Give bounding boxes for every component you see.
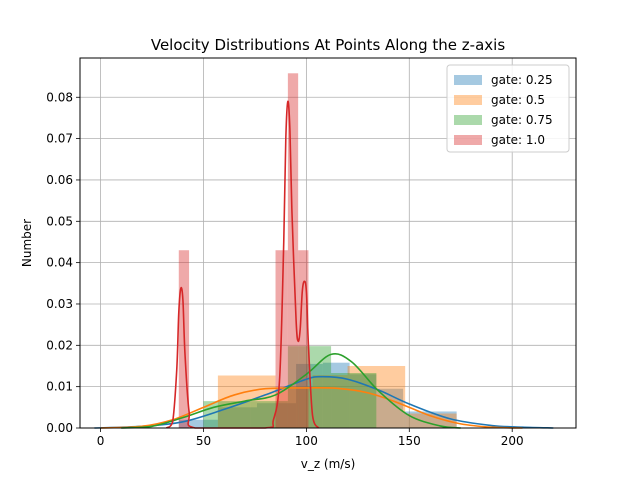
density-curve [94, 375, 554, 429]
histogram-bar [275, 388, 313, 428]
histogram-bar [203, 401, 251, 428]
density-curve [165, 100, 320, 429]
legend-label: gate: 0.75 [491, 113, 553, 127]
histogram-bar [250, 401, 288, 428]
histogram-bar [298, 250, 309, 428]
y-axis-label: Number [20, 219, 34, 267]
x-tick-label: 150 [398, 434, 421, 448]
density-curves [94, 100, 554, 429]
y-tick-label: 0.04 [46, 256, 73, 270]
y-axis-ticks: 0.00 0.01 0.02 0.03 0.04 0.05 0.06 0.07 0.08 [46, 90, 80, 435]
legend-swatch [454, 95, 482, 105]
legend-box [446, 64, 570, 153]
y-tick-label: 0.08 [46, 90, 73, 104]
histogram-bar [331, 373, 377, 428]
x-tick-label: 0 [97, 434, 105, 448]
chart-title: Velocity Distributions At Points Along t… [151, 36, 505, 54]
legend-swatch [454, 75, 482, 85]
density-curve [100, 386, 523, 429]
y-tick-label: 0.00 [46, 421, 73, 435]
x-axis-ticks: 0 50 100 150 200 [97, 428, 524, 448]
legend-label: gate: 0.25 [491, 73, 553, 87]
y-tick-label: 0.02 [46, 338, 73, 352]
y-tick-label: 0.05 [46, 214, 73, 228]
legend-label: gate: 1.0 [491, 133, 545, 147]
x-tick-label: 100 [295, 434, 318, 448]
y-tick-label: 0.03 [46, 297, 73, 311]
histogram-bar [322, 362, 350, 428]
y-tick-label: 0.07 [46, 132, 73, 146]
x-axis-label: v_z (m/s) [301, 457, 356, 471]
legend: gate: 0.25 gate: 0.5 gate: 0.75 gate: 1.0 [446, 64, 570, 153]
histogram-bar [312, 375, 348, 428]
y-tick-label: 0.01 [46, 380, 73, 394]
density-curve [121, 353, 461, 429]
x-tick-label: 50 [196, 434, 211, 448]
legend-label: gate: 0.5 [491, 93, 545, 107]
histogram-bar [217, 407, 257, 428]
histogram-bars [178, 73, 457, 429]
y-tick-label: 0.06 [46, 173, 73, 187]
x-tick-label: 200 [501, 434, 524, 448]
histogram-bar [403, 411, 457, 428]
histogram-bar [178, 419, 218, 428]
plot-frame [79, 57, 577, 429]
legend-swatch [454, 135, 482, 145]
legend-swatch [454, 115, 482, 125]
